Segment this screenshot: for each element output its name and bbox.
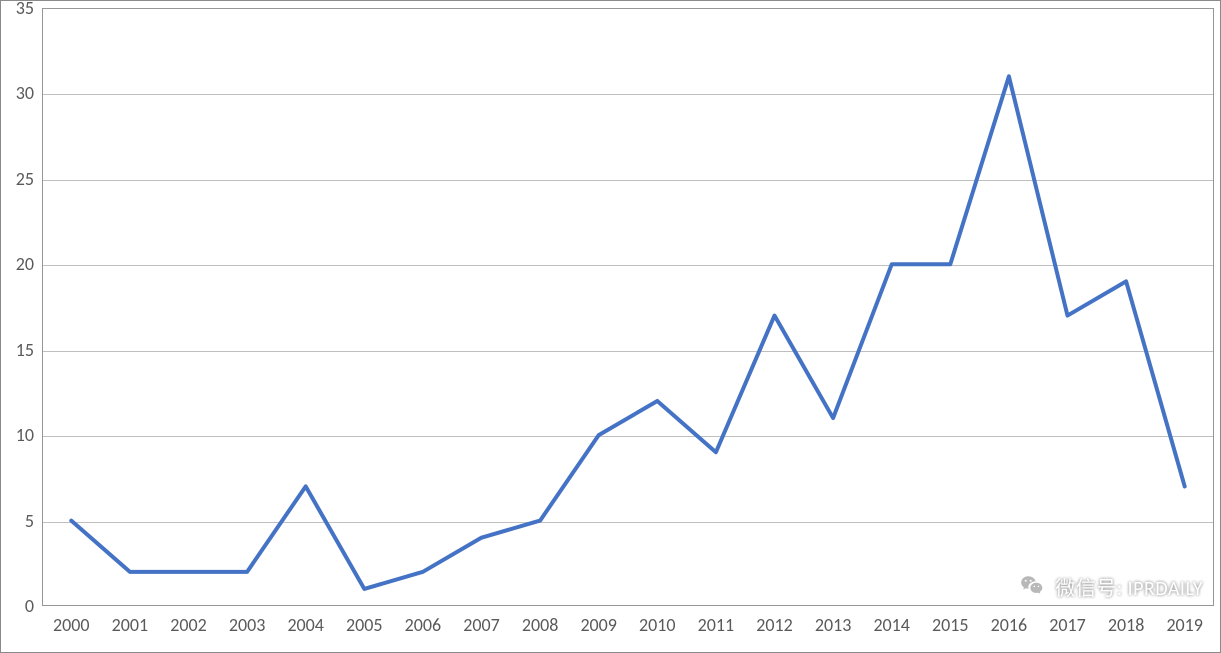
chart-container: 05101520253035 2000200120022003200420052… (0, 0, 1221, 653)
line-series (71, 76, 1184, 589)
line-series-svg (0, 0, 1221, 653)
